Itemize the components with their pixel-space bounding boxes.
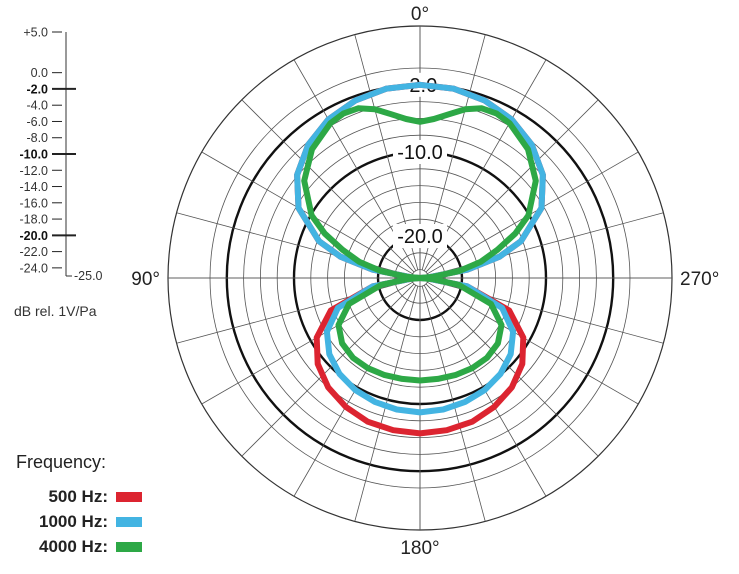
scale-tick-label: +5.0 bbox=[23, 26, 48, 40]
grid-spoke bbox=[241, 283, 415, 457]
legend-swatch-red bbox=[116, 491, 142, 502]
ring-label-bg bbox=[393, 224, 447, 248]
ring-label-bg bbox=[393, 140, 447, 164]
scale-tick-label: -2.0 bbox=[26, 82, 48, 96]
legend-label: 500 Hz: bbox=[48, 486, 108, 506]
grid-spoke bbox=[241, 99, 415, 273]
angle-label-270: 270° bbox=[680, 269, 719, 290]
scale-tick-label: -10.0 bbox=[20, 148, 49, 162]
scale-tick-label: -18.0 bbox=[20, 213, 49, 227]
legend-item-4000hz: 4000 Hz: bbox=[14, 534, 142, 559]
grid-spoke bbox=[427, 151, 639, 275]
scale-tick-label: -20.0 bbox=[20, 229, 49, 243]
scale-tick-label: -22.0 bbox=[20, 245, 49, 259]
ring-label: -20.0 bbox=[397, 226, 443, 248]
grid-spoke bbox=[201, 281, 413, 405]
scale-unit-label: dB rel. 1V/Pa bbox=[14, 303, 97, 319]
scale-tick-label: -24.0 bbox=[20, 261, 49, 275]
legend: 500 Hz: 1000 Hz: 4000 Hz: bbox=[14, 484, 142, 559]
scale-tick-label: -16.0 bbox=[20, 196, 49, 210]
legend-title: Frequency: bbox=[16, 452, 107, 472]
ring-label: -10.0 bbox=[397, 142, 443, 164]
legend-item-1000hz: 1000 Hz: bbox=[14, 509, 142, 534]
legend-label: 1000 Hz: bbox=[39, 511, 108, 531]
scale-tick-label: -14.0 bbox=[20, 180, 49, 194]
angle-label-180: 180° bbox=[400, 538, 439, 559]
scale-tick-label: -4.0 bbox=[26, 99, 48, 113]
series-line-1000hz bbox=[294, 81, 546, 416]
legend-item-500hz: 500 Hz: bbox=[14, 484, 142, 509]
angle-label-90: 90° bbox=[131, 269, 160, 290]
grid-spoke bbox=[427, 281, 639, 405]
grid-spoke bbox=[425, 99, 599, 273]
legend-swatch-green bbox=[116, 541, 142, 552]
angle-label-0: 0° bbox=[411, 4, 429, 25]
grid-spoke bbox=[425, 283, 599, 457]
scale-tick-label: 0.0 bbox=[31, 66, 48, 80]
scale-tick-label: -6.0 bbox=[26, 115, 48, 129]
grid-spoke bbox=[201, 151, 413, 275]
series-line-4000hz bbox=[301, 105, 539, 384]
legend-swatch-blue bbox=[116, 516, 142, 527]
legend-label: 4000 Hz: bbox=[39, 536, 108, 556]
scale-tick-label: -25.0 bbox=[74, 269, 103, 283]
scale-tick-label: -8.0 bbox=[26, 131, 48, 145]
scale-tick-label: -12.0 bbox=[20, 164, 49, 178]
